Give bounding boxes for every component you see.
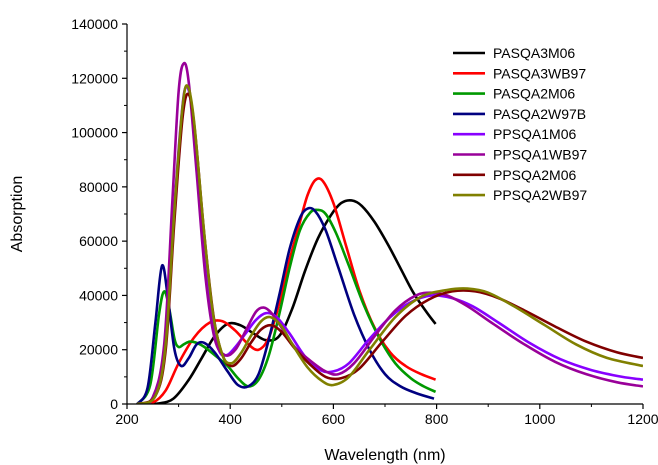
legend-entry-label: PASQA3WB97 xyxy=(493,65,586,81)
y-tick-label: 60000 xyxy=(79,233,118,249)
legend: PASQA3M06 PASQA3WB97 PASQA2M06 PASQA2W97B PP… xyxy=(453,45,587,203)
x-tick-label: 1200 xyxy=(627,411,658,427)
y-tick-label: 80000 xyxy=(79,179,118,195)
x-tick-label: 800 xyxy=(425,411,449,427)
y-tick-label: 20000 xyxy=(79,342,118,358)
x-tick-label: 1000 xyxy=(524,411,555,427)
x-tick-label: 400 xyxy=(219,411,243,427)
ticks: 200 400 600 800 1000 1200 0 20000 40000 60000 8000… xyxy=(71,16,658,427)
series-line-pasqa3wb97 xyxy=(137,177,437,404)
x-tick-label: 600 xyxy=(322,411,346,427)
y-tick-label: 100000 xyxy=(71,125,118,141)
series-line-pasqa2w97b xyxy=(136,206,435,404)
legend-entry-label: PASQA2W97B xyxy=(493,106,586,122)
legend-entry-label: PPSQA2WB97 xyxy=(493,187,587,203)
legend-entry-label: PPSQA2M06 xyxy=(493,167,576,183)
series-line-ppsqa2wb97 xyxy=(136,84,643,404)
legend-entry-label: PASQA3M06 xyxy=(493,45,575,61)
x-tick-label: 200 xyxy=(115,411,139,427)
series-line-ppsqa2m06 xyxy=(136,92,643,404)
y-axis-title: Absorption xyxy=(9,176,26,253)
legend-entry-label: PPSQA1WB97 xyxy=(493,147,587,163)
y-tick-label: 120000 xyxy=(71,70,118,86)
y-tick-label: 140000 xyxy=(71,16,118,32)
series-line-pasqa2m06 xyxy=(136,208,437,404)
legend-entry-label: PPSQA1M06 xyxy=(493,126,576,142)
series-layer xyxy=(136,61,643,404)
y-tick-label: 0 xyxy=(110,396,118,412)
legend-entry-label: PASQA2M06 xyxy=(493,86,575,102)
y-tick-label: 40000 xyxy=(79,287,118,303)
series-line-pasqa3m06 xyxy=(137,199,437,404)
x-axis-title: Wavelength (nm) xyxy=(324,447,445,464)
